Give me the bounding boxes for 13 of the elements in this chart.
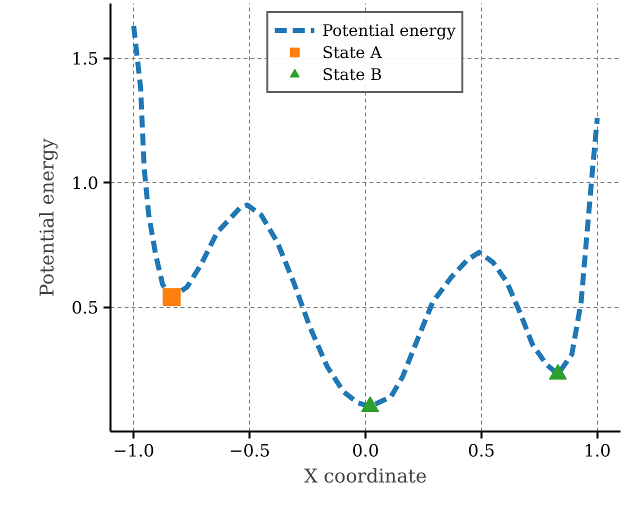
x-axis-title: X coordinate xyxy=(304,466,427,488)
y-tick-label: 0.5 xyxy=(71,298,99,319)
x-tick-label: 0.0 xyxy=(352,442,380,462)
x-tick-label: 0.5 xyxy=(468,442,495,462)
legend-label: Potential energy xyxy=(322,20,456,40)
y-tick-label: 1.5 xyxy=(71,50,99,70)
x-tick-label: 1.0 xyxy=(584,442,611,462)
x-tick-label: −0.5 xyxy=(228,442,270,462)
x-tick-label: −1.0 xyxy=(113,442,154,462)
y-tick-label: 1.0 xyxy=(71,174,99,194)
y-axis-title: Potential energy xyxy=(36,138,58,297)
legend-label: State A xyxy=(322,42,382,62)
legend-label: State B xyxy=(322,64,382,84)
